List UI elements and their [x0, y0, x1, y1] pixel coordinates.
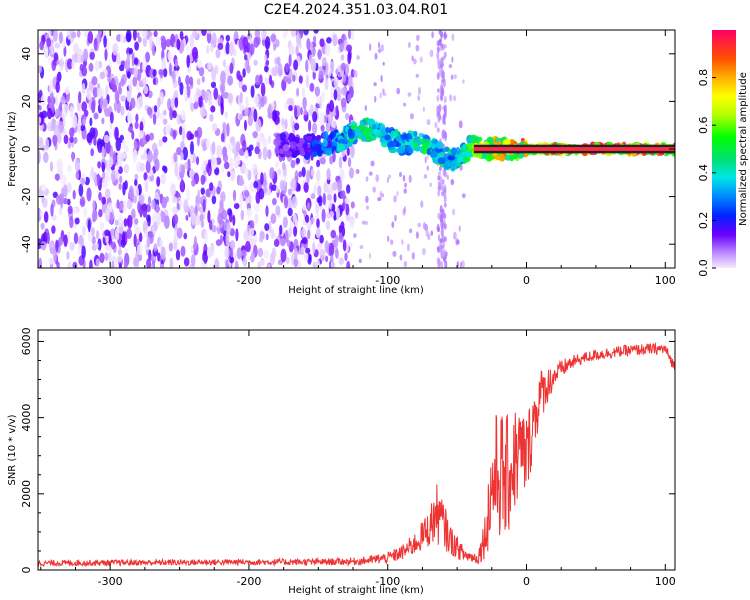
- x-tick-label: -200: [236, 575, 261, 588]
- x-tick-label: 100: [655, 575, 676, 588]
- colorbar-tick-label: 0.2: [697, 212, 710, 230]
- colorbar-tick-label: 0.0: [697, 259, 710, 277]
- noise-speckle: [38, 30, 466, 268]
- colorbar-tick-label: 0.6: [697, 116, 710, 134]
- snr-series-line: [38, 341, 675, 568]
- x-tick-label: -100: [375, 274, 400, 287]
- colorbar-tick-label: 0.8: [697, 69, 710, 87]
- x-tick-label: 0: [523, 274, 530, 287]
- y-tick-label: 2000: [20, 480, 33, 508]
- y-tick-label: 0: [20, 146, 33, 153]
- y-tick-label: -20: [20, 188, 33, 206]
- colorbar-tick-label: 0.4: [697, 164, 710, 182]
- y-tick-label: 40: [20, 47, 33, 61]
- y-tick-label: 20: [20, 94, 33, 108]
- x-tick-label: -300: [98, 274, 123, 287]
- colorbar-gradient: [712, 30, 736, 268]
- x-tick-label: -300: [98, 575, 123, 588]
- y-tick-label: 0: [20, 567, 33, 574]
- snr-content: [38, 341, 675, 568]
- colorbar-ticks: 0.0 0.2 0.4 0.6 0.8: [697, 69, 716, 277]
- spectrogram-xlabel: Height of straight line (km): [288, 285, 424, 296]
- x-tick-label: -200: [236, 274, 261, 287]
- y-tick-label: -40: [20, 235, 33, 253]
- y-tick-label: 6000: [20, 327, 33, 355]
- carrier-line: [473, 147, 675, 151]
- x-tick-label: 0: [523, 575, 530, 588]
- spectrogram-content: [38, 30, 675, 268]
- figure-title: C2E4.2024.351.03.04.R01: [264, 2, 448, 18]
- x-tick-label: 100: [655, 274, 676, 287]
- colorbar-label: Normalized spectral amplitude: [738, 72, 749, 226]
- colorbar: 0.0 0.2 0.4 0.6 0.8 Normalized spectral ampl…: [697, 30, 749, 277]
- snr-xlabel: Height of straight line (km): [288, 585, 424, 596]
- snr-frame: [37, 329, 676, 571]
- y-tick-label: 4000: [20, 404, 33, 432]
- spectrogram-ylabel: Frequency (Hz): [7, 111, 18, 187]
- x-tick-label: -100: [375, 575, 400, 588]
- snr-ylabel: SNR (10 * v/v): [7, 414, 18, 485]
